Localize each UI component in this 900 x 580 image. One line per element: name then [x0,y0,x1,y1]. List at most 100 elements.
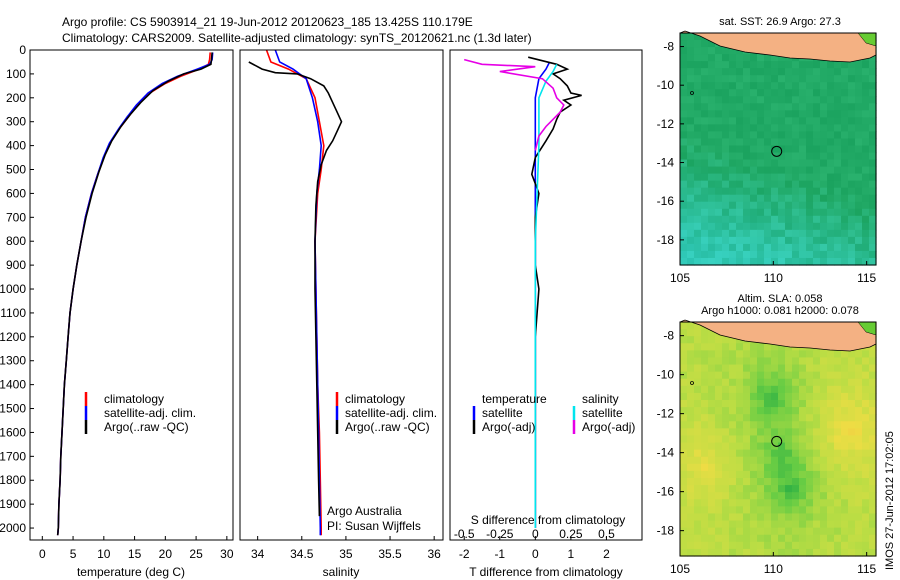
sst-map-cell [855,117,863,125]
sst-map-cell [834,159,842,168]
sla-map-cell [869,407,877,415]
sla-map-cell [694,385,702,394]
sst-map-cell [820,131,828,140]
sla-map-cell [687,435,695,444]
sla-map-cell [743,378,751,387]
sst-map-cell [687,103,695,111]
sst-map-cell [680,82,688,90]
sst-map-cell [799,215,807,224]
depth-tick-label-0: 0 [19,43,26,57]
sla-map-cell [729,513,737,522]
sst-map-cell [764,173,772,182]
sst-map-cell [694,222,702,231]
sla-map-cell [722,541,730,550]
sst-map-cell [764,187,772,196]
sla-map-cell [687,428,695,437]
sst-map-cell [806,215,814,224]
sst-map-cell [722,138,730,147]
depth-tick-label-18: 1800 [0,473,26,487]
sst-map-cell [778,152,786,161]
sst-map-cell [848,208,856,217]
sst-map-cell [862,222,870,231]
sla-map-cell [694,492,702,500]
depth-tick-label-6: 600 [6,186,26,200]
sst-map-cell [799,166,807,175]
sla-map-cell [680,534,688,543]
sla-map-cell [729,414,737,422]
sst-map-cell [827,117,835,125]
sla-map-cell [869,392,877,401]
sst-map-cell [687,173,695,182]
sst-map-cell [708,222,716,231]
sst-map-cell [694,187,702,196]
sst-map-cell [820,257,828,266]
sla-map-cell [715,442,723,451]
sla-map-cell [848,371,856,380]
sst-map-cell [827,222,835,231]
sla-map-cell [715,492,723,500]
sla-map-cell [743,421,751,429]
sla-map-cell [708,428,716,437]
depth-tick-label-4: 400 [6,139,26,153]
sla-map-cell [792,364,800,373]
sst-map-cell [701,201,709,210]
sst-map-cell [715,89,723,97]
sst-map-cell [855,194,863,203]
sst-map-cell [687,117,695,125]
sla-map-cell [813,492,821,500]
sla-map-cell [722,414,730,422]
sst-map-cell [764,166,772,175]
sla-map-island [690,381,694,385]
sst-map-cell [687,215,695,224]
sst-map-cell [729,47,737,55]
sst-map-cell [680,243,688,252]
sst-map-cell [778,89,786,97]
sst-map-cell [729,110,737,118]
sst-map-cell [778,187,786,196]
sst-map-cell [820,180,828,189]
sla-map-cell [750,470,758,479]
sst-map-cell [715,215,723,224]
sla-map-cell [708,392,716,401]
sla-map-cell [806,499,814,507]
sla-map-cell [771,392,779,401]
sst-map-cell [771,229,779,238]
sla-map-cell [848,513,856,522]
sst-map-cell [799,257,807,266]
sla-map-cell [806,492,814,500]
sst-map-cell [827,68,835,76]
sla-map-cell [757,350,765,359]
sst-map-cell [750,180,758,189]
sla-map-cell [792,534,800,543]
sst-map-cell [869,257,877,266]
sst-map-lon-tick-label-2: 115 [857,271,876,285]
sla-map-cell [792,378,800,387]
sst-map-cell [778,124,786,133]
salinity-axes-frame [239,49,444,541]
sla-map-cell [792,485,800,493]
sla-map-cell [680,392,688,401]
sst-map-cell [729,187,737,196]
sst-map-cell [722,82,730,90]
sla-map-cell [750,357,758,366]
sst-map-cell [813,96,821,104]
sla-map-cell [869,492,877,500]
sla-map-cell [799,357,807,366]
sla-map-cell [771,548,779,557]
sst-map-cell [778,250,786,259]
sst-map-cell [708,103,716,111]
sla-map-cell [785,378,793,387]
sst-map-cell [680,257,688,266]
sst-map-cell [750,208,758,217]
sla-map-cell [813,414,821,422]
sla-map-cell [862,541,870,550]
sst-map-cell [869,131,877,140]
sst-map-cell [736,166,744,175]
sla-map-cell [799,513,807,522]
sst-map-cell [820,222,828,231]
sst-map-cell [750,152,758,161]
sla-map-cell [687,400,695,408]
sla-map-cell [715,463,723,472]
sst-map-cell [785,103,793,111]
sla-map-cell [694,400,702,408]
